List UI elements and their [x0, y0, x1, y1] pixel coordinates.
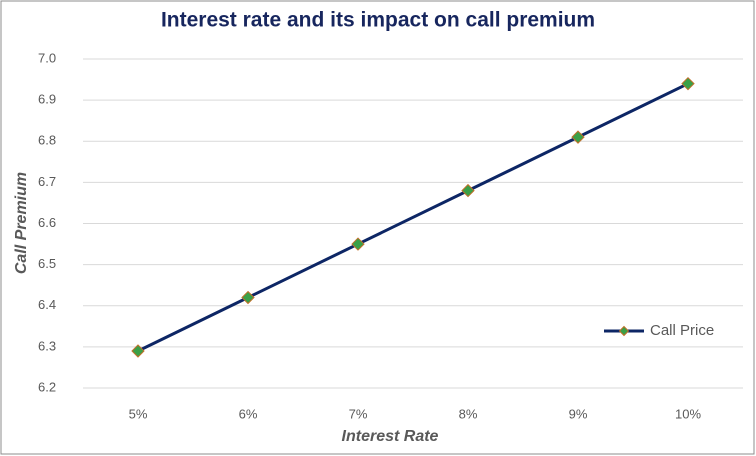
- x-tick-label: 9%: [569, 406, 588, 421]
- x-tick-label: 8%: [459, 406, 478, 421]
- marker: [681, 76, 695, 91]
- legend-label: Call Price: [650, 322, 714, 339]
- y-axis-label: Call Premium: [13, 172, 30, 274]
- series-line: [137, 82, 689, 353]
- y-tick-label: 7.0: [38, 50, 56, 65]
- legend-marker: [618, 325, 630, 337]
- y-tick-label: 6.9: [38, 92, 56, 107]
- marker: [571, 130, 585, 144]
- y-tick-label: 6.5: [38, 256, 56, 271]
- marker: [351, 237, 365, 251]
- marker: [131, 344, 145, 358]
- y-tick-label: 6.3: [38, 338, 56, 353]
- marker: [241, 290, 255, 305]
- y-tick-label: 6.4: [38, 297, 56, 312]
- x-axis-label: Interest Rate: [342, 428, 439, 445]
- x-tick-label: 10%: [675, 406, 701, 421]
- x-tick-label: 7%: [349, 406, 368, 421]
- chart-title: Interest rate and its impact on call pre…: [161, 9, 595, 32]
- y-tick-label: 6.8: [38, 133, 56, 148]
- y-tick-label: 6.7: [38, 174, 56, 189]
- x-tick-label: 5%: [129, 406, 148, 421]
- y-tick-label: 6.6: [38, 215, 56, 230]
- marker: [461, 183, 475, 198]
- x-tick-label: 6%: [239, 406, 258, 421]
- y-tick-label: 6.2: [38, 379, 56, 394]
